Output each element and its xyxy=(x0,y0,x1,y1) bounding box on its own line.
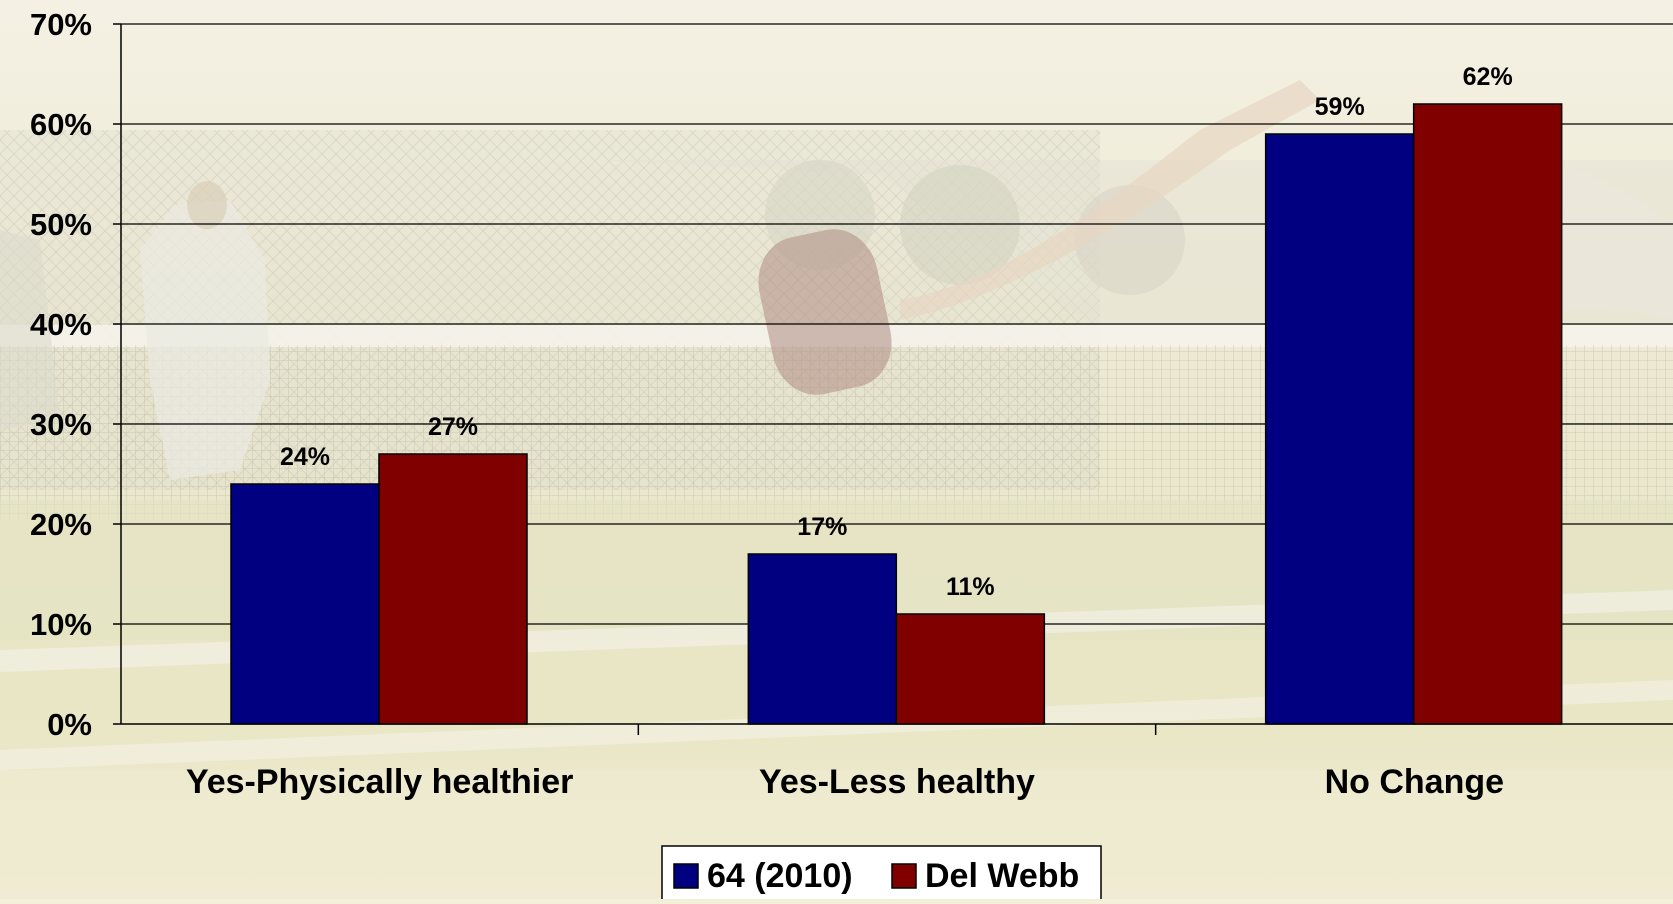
y-tick-label: 60% xyxy=(30,107,92,142)
x-tick-label: Yes-Physically healthier xyxy=(186,763,573,801)
bar-series2 xyxy=(895,613,1046,725)
legend-label: Del Webb xyxy=(925,857,1079,895)
data-labels: 24% 27% 17% 11% 59% 62% xyxy=(280,63,1513,601)
data-label: 62% xyxy=(1463,63,1513,91)
y-tick-label: 0% xyxy=(47,707,92,742)
y-tick-label: 10% xyxy=(30,607,92,642)
y-tick-label: 70% xyxy=(30,7,92,42)
bar-series1 xyxy=(1264,133,1415,725)
y-tick-label: 40% xyxy=(30,307,92,342)
legend-box xyxy=(661,845,1102,904)
legend: 64 (2010) Del Webb xyxy=(661,845,1102,904)
bar-series2 xyxy=(1412,103,1563,725)
y-tick-label: 30% xyxy=(30,407,92,442)
bar-series1 xyxy=(230,483,380,725)
bars xyxy=(230,103,1563,725)
bar-series2 xyxy=(378,453,528,725)
data-label: 59% xyxy=(1315,93,1365,121)
y-tick-label: 20% xyxy=(30,507,92,542)
bar-series1 xyxy=(747,553,898,725)
x-tick-label: Yes-Less healthy xyxy=(759,763,1035,801)
data-label: 24% xyxy=(280,443,330,471)
data-label: 17% xyxy=(797,513,847,541)
data-label: 11% xyxy=(946,573,995,601)
y-tick-label: 50% xyxy=(30,207,92,242)
legend-label: 64 (2010) xyxy=(707,857,853,895)
x-tick-label: No Change xyxy=(1325,763,1504,801)
data-label: 27% xyxy=(428,413,478,441)
legend-swatch xyxy=(891,863,917,889)
legend-swatch xyxy=(673,863,699,889)
